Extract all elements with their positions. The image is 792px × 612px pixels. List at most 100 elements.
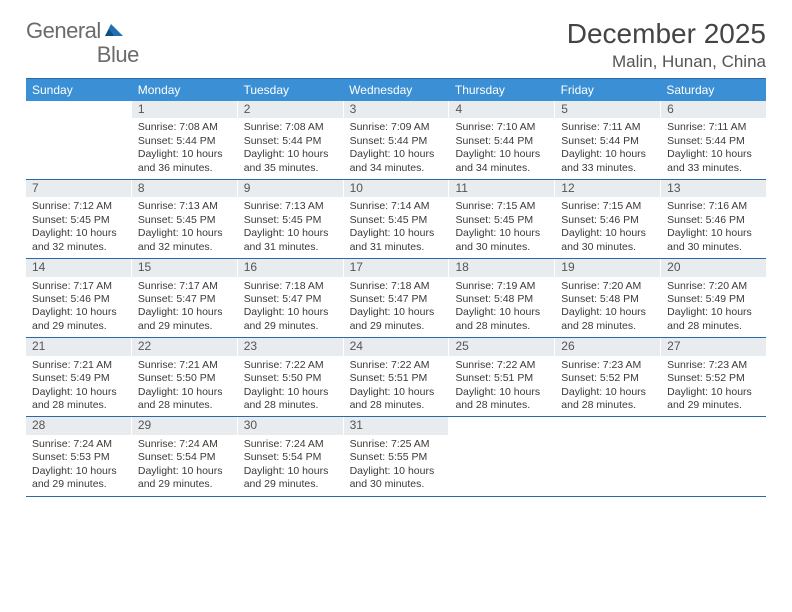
sunrise-text: Sunrise: 7:20 AM — [561, 280, 654, 293]
location-text: Malin, Hunan, China — [567, 52, 766, 72]
day-cell: 16Sunrise: 7:18 AMSunset: 5:47 PMDayligh… — [237, 259, 343, 337]
sunrise-text: Sunrise: 7:15 AM — [561, 200, 654, 213]
daylight-text-cont: and 34 minutes. — [350, 162, 443, 175]
day-body: Sunrise: 7:17 AMSunset: 5:46 PMDaylight:… — [26, 279, 131, 338]
sunset-text: Sunset: 5:52 PM — [561, 372, 654, 385]
day-body: Sunrise: 7:22 AMSunset: 5:50 PMDaylight:… — [238, 358, 343, 417]
day-body: Sunrise: 7:20 AMSunset: 5:48 PMDaylight:… — [555, 279, 660, 338]
day-body: Sunrise: 7:13 AMSunset: 5:45 PMDaylight:… — [132, 199, 237, 258]
sunrise-text: Sunrise: 7:16 AM — [667, 200, 760, 213]
day-number: 22 — [132, 338, 237, 355]
sunrise-text: Sunrise: 7:24 AM — [138, 438, 231, 451]
day-number: 15 — [132, 259, 237, 276]
daylight-text-cont: and 31 minutes. — [350, 241, 443, 254]
daylight-text: Daylight: 10 hours — [138, 306, 231, 319]
day-number: 3 — [344, 101, 449, 118]
sunrise-text: Sunrise: 7:12 AM — [32, 200, 125, 213]
dow-saturday: Saturday — [660, 79, 766, 101]
daylight-text-cont: and 28 minutes. — [455, 399, 548, 412]
dow-sunday: Sunday — [26, 79, 132, 101]
week-row: 7Sunrise: 7:12 AMSunset: 5:45 PMDaylight… — [26, 180, 766, 259]
sunrise-text: Sunrise: 7:08 AM — [244, 121, 337, 134]
sunrise-text: Sunrise: 7:11 AM — [667, 121, 760, 134]
daylight-text-cont: and 29 minutes. — [350, 320, 443, 333]
dow-thursday: Thursday — [449, 79, 555, 101]
day-number: 6 — [661, 101, 766, 118]
daylight-text: Daylight: 10 hours — [350, 465, 443, 478]
sunrise-text: Sunrise: 7:22 AM — [455, 359, 548, 372]
daylight-text-cont: and 28 minutes. — [350, 399, 443, 412]
daylight-text: Daylight: 10 hours — [138, 386, 231, 399]
daylight-text: Daylight: 10 hours — [455, 306, 548, 319]
day-body: Sunrise: 7:08 AMSunset: 5:44 PMDaylight:… — [238, 120, 343, 179]
daylight-text-cont: and 29 minutes. — [138, 478, 231, 491]
day-body: Sunrise: 7:11 AMSunset: 5:44 PMDaylight:… — [661, 120, 766, 179]
day-number: 19 — [555, 259, 660, 276]
day-number: 10 — [344, 180, 449, 197]
daylight-text: Daylight: 10 hours — [350, 306, 443, 319]
day-cell: 10Sunrise: 7:14 AMSunset: 5:45 PMDayligh… — [343, 180, 449, 258]
sunset-text: Sunset: 5:46 PM — [561, 214, 654, 227]
day-cell: 31Sunrise: 7:25 AMSunset: 5:55 PMDayligh… — [343, 417, 449, 495]
daylight-text: Daylight: 10 hours — [138, 148, 231, 161]
day-number: 24 — [344, 338, 449, 355]
sunset-text: Sunset: 5:46 PM — [32, 293, 125, 306]
daylight-text: Daylight: 10 hours — [455, 386, 548, 399]
sunset-text: Sunset: 5:55 PM — [350, 451, 443, 464]
daylight-text: Daylight: 10 hours — [244, 306, 337, 319]
daylight-text: Daylight: 10 hours — [561, 386, 654, 399]
day-cell: 30Sunrise: 7:24 AMSunset: 5:54 PMDayligh… — [237, 417, 343, 495]
day-number: 26 — [555, 338, 660, 355]
daylight-text-cont: and 29 minutes. — [32, 478, 125, 491]
daylight-text-cont: and 29 minutes. — [138, 320, 231, 333]
daylight-text: Daylight: 10 hours — [138, 465, 231, 478]
sunrise-text: Sunrise: 7:13 AM — [138, 200, 231, 213]
sunset-text: Sunset: 5:47 PM — [244, 293, 337, 306]
daylight-text: Daylight: 10 hours — [561, 227, 654, 240]
week-row: 21Sunrise: 7:21 AMSunset: 5:49 PMDayligh… — [26, 338, 766, 417]
daylight-text-cont: and 32 minutes. — [32, 241, 125, 254]
daylight-text: Daylight: 10 hours — [561, 306, 654, 319]
week-row: 28Sunrise: 7:24 AMSunset: 5:53 PMDayligh… — [26, 417, 766, 496]
dow-row: Sunday Monday Tuesday Wednesday Thursday… — [26, 79, 766, 101]
day-number: 9 — [238, 180, 343, 197]
sunset-text: Sunset: 5:46 PM — [667, 214, 760, 227]
daylight-text-cont: and 28 minutes. — [32, 399, 125, 412]
daylight-text-cont: and 33 minutes. — [561, 162, 654, 175]
sunset-text: Sunset: 5:54 PM — [138, 451, 231, 464]
day-body: Sunrise: 7:15 AMSunset: 5:45 PMDaylight:… — [449, 199, 554, 258]
day-body: Sunrise: 7:19 AMSunset: 5:48 PMDaylight:… — [449, 279, 554, 338]
sunset-text: Sunset: 5:50 PM — [138, 372, 231, 385]
page-title: December 2025 — [567, 18, 766, 50]
title-block: December 2025 Malin, Hunan, China — [567, 18, 766, 72]
day-cell: 15Sunrise: 7:17 AMSunset: 5:47 PMDayligh… — [131, 259, 237, 337]
sunrise-text: Sunrise: 7:09 AM — [350, 121, 443, 134]
day-number: 18 — [449, 259, 554, 276]
day-body: Sunrise: 7:13 AMSunset: 5:45 PMDaylight:… — [238, 199, 343, 258]
sunrise-text: Sunrise: 7:20 AM — [667, 280, 760, 293]
daylight-text-cont: and 29 minutes. — [244, 478, 337, 491]
day-cell: 23Sunrise: 7:22 AMSunset: 5:50 PMDayligh… — [237, 338, 343, 416]
day-number: 8 — [132, 180, 237, 197]
daylight-text-cont: and 28 minutes. — [561, 399, 654, 412]
sunset-text: Sunset: 5:45 PM — [455, 214, 548, 227]
dow-monday: Monday — [132, 79, 238, 101]
daylight-text: Daylight: 10 hours — [667, 227, 760, 240]
day-cell: 25Sunrise: 7:22 AMSunset: 5:51 PMDayligh… — [448, 338, 554, 416]
day-number: 1 — [132, 101, 237, 118]
day-cell — [660, 417, 766, 495]
day-cell: 18 Sunrise: 7:19 AMSunset: 5:48 PMDayligh… — [448, 259, 554, 337]
day-number: 17 — [344, 259, 449, 276]
daylight-text-cont: and 30 minutes. — [455, 241, 548, 254]
sunset-text: Sunset: 5:44 PM — [667, 135, 760, 148]
sunrise-text: Sunrise: 7:21 AM — [32, 359, 125, 372]
day-body: Sunrise: 7:21 AMSunset: 5:49 PMDaylight:… — [26, 358, 131, 417]
sunset-text: Sunset: 5:45 PM — [350, 214, 443, 227]
day-cell — [26, 101, 131, 179]
daylight-text-cont: and 30 minutes. — [561, 241, 654, 254]
dow-tuesday: Tuesday — [237, 79, 343, 101]
sunset-text: Sunset: 5:44 PM — [244, 135, 337, 148]
day-cell: 14Sunrise: 7:17 AMSunset: 5:46 PMDayligh… — [26, 259, 131, 337]
sunrise-text: Sunrise: 7:23 AM — [667, 359, 760, 372]
daylight-text-cont: and 32 minutes. — [138, 241, 231, 254]
